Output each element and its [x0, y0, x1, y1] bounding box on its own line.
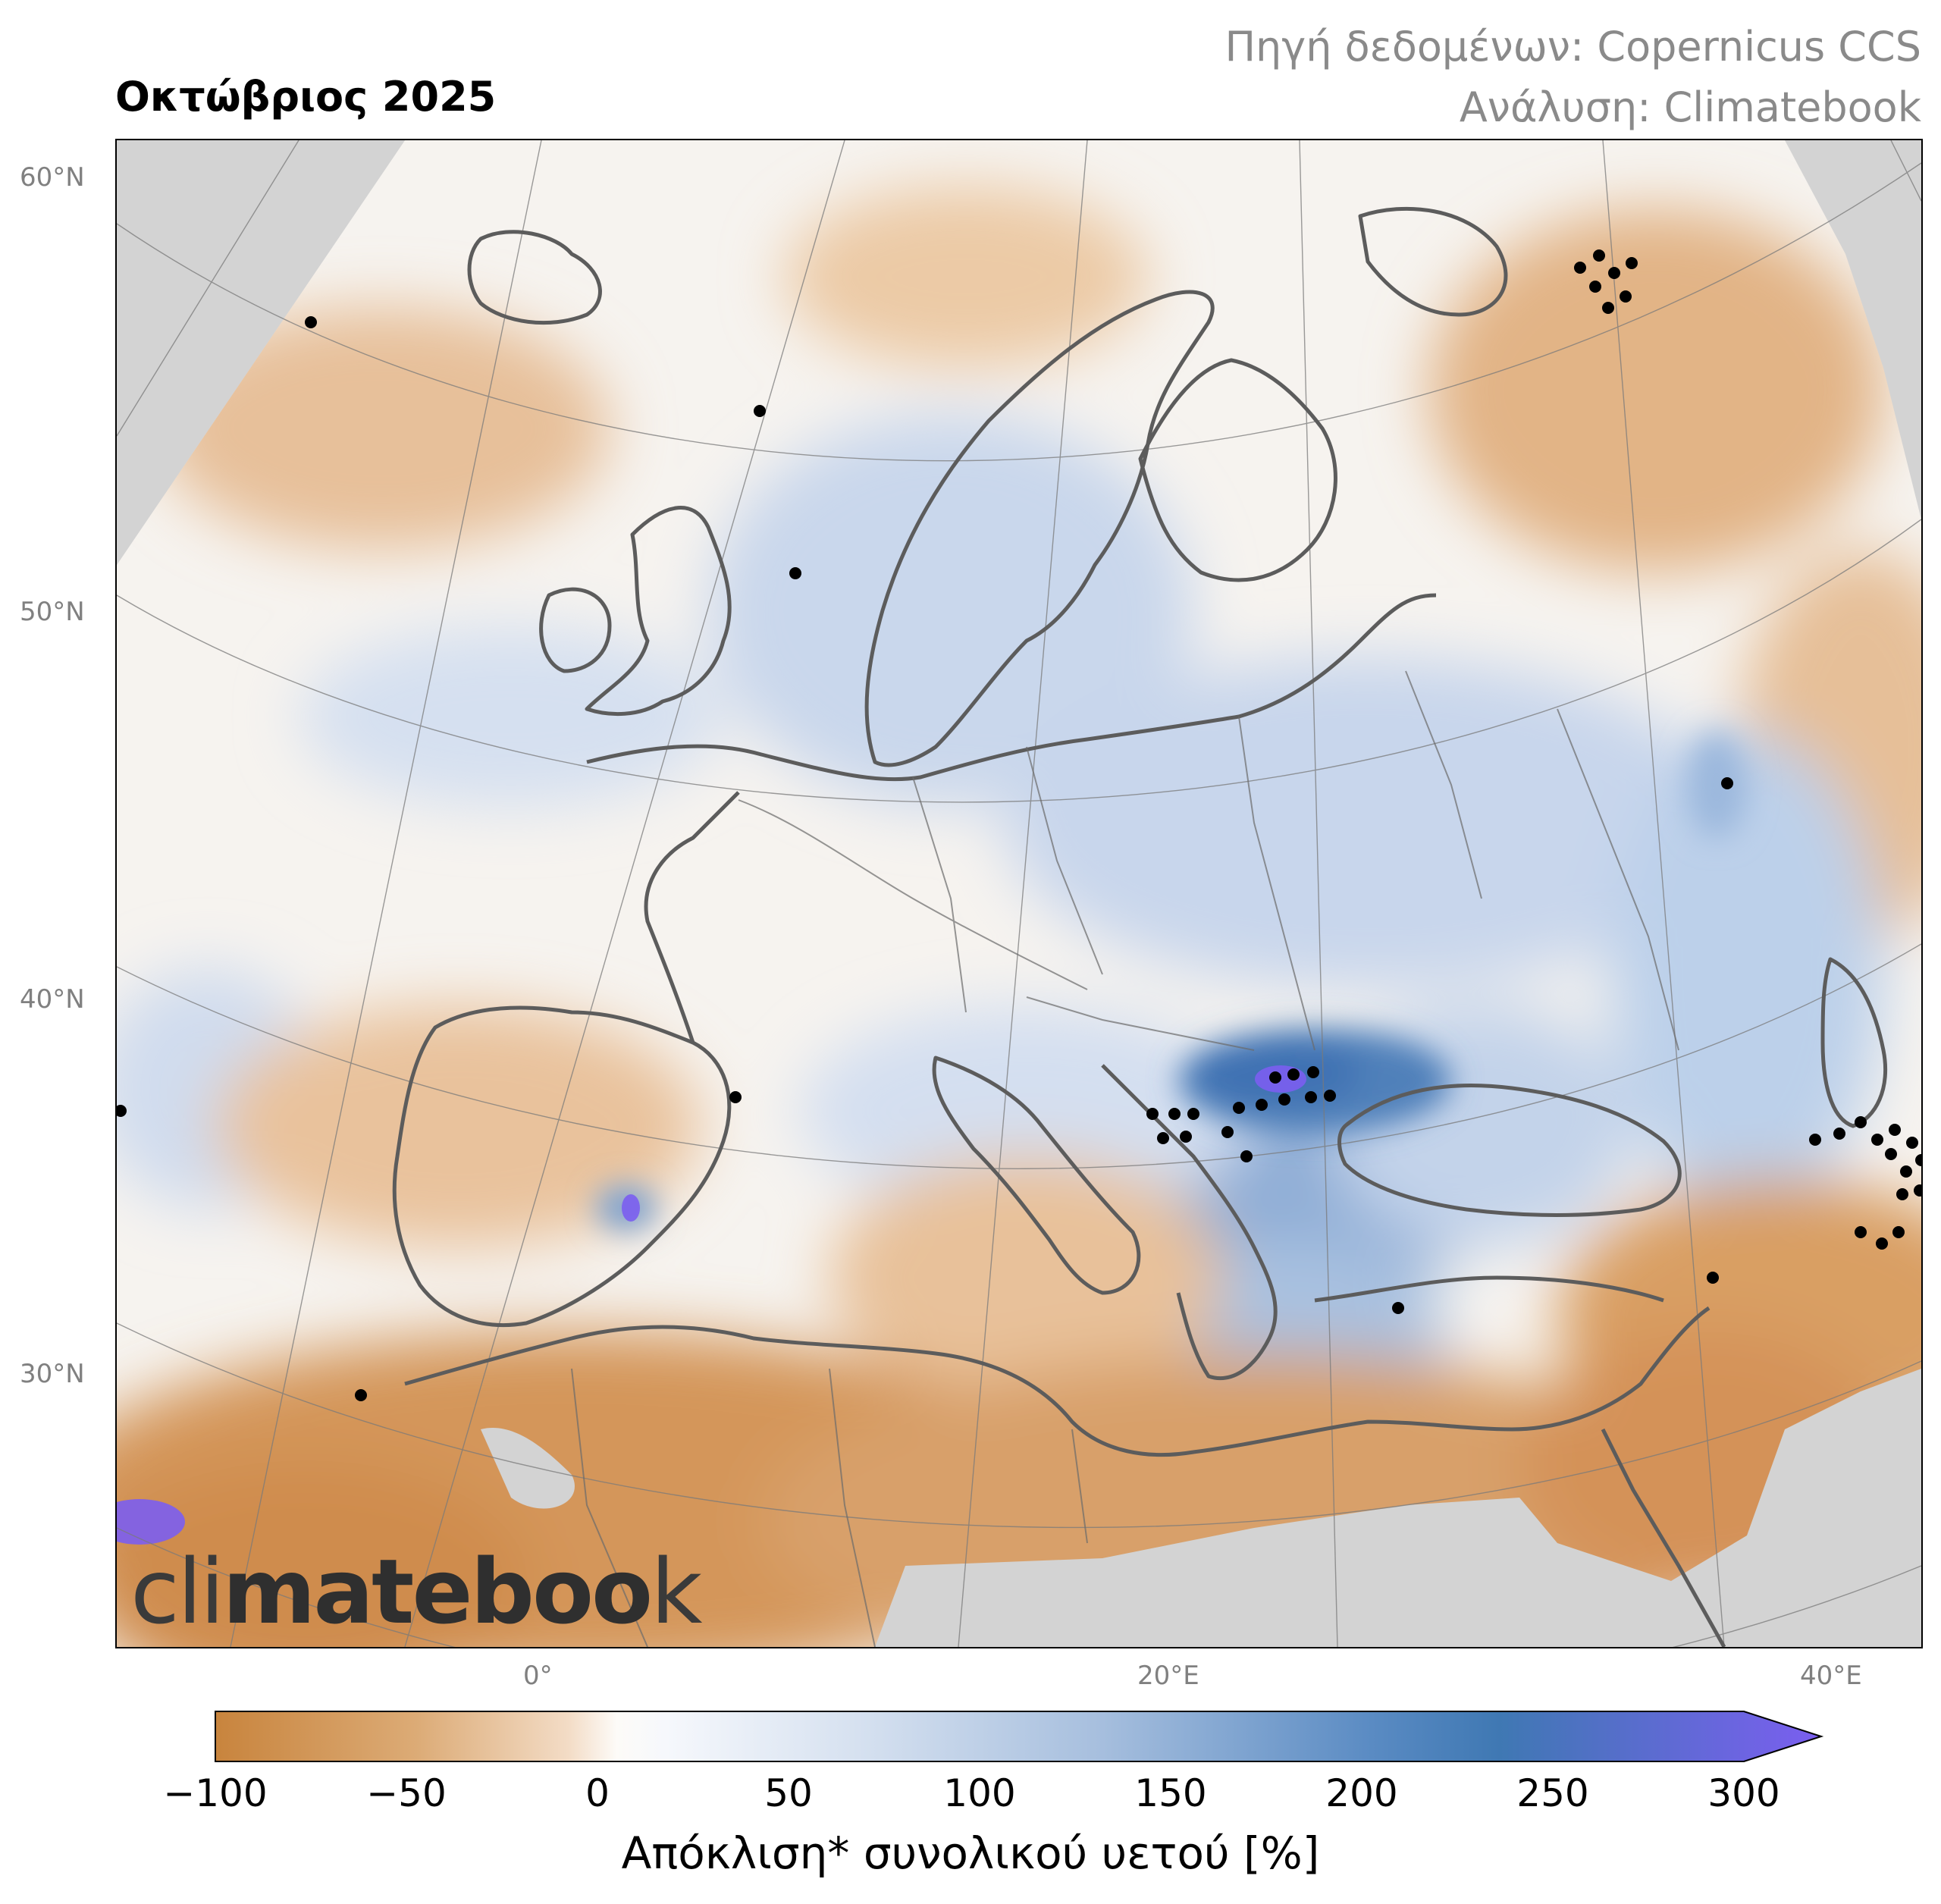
- precipitation-anomaly-map: [115, 139, 1923, 1648]
- anomaly-field: [117, 140, 1921, 1647]
- lat-label-30n: 30°N: [20, 1359, 85, 1389]
- colorbar-tick: 50: [764, 1771, 813, 1815]
- source-line-data: Πηγή δεδομένων: Copernicus CCS: [1224, 23, 1921, 71]
- significance-dots: [117, 249, 1921, 1401]
- no-data-region: [875, 1369, 1921, 1647]
- colorbar-tick: −50: [366, 1771, 447, 1815]
- lat-label-60n: 60°N: [20, 162, 85, 193]
- climatebook-logo: climatebook: [130, 1539, 702, 1644]
- colorbar-tick: 200: [1325, 1771, 1398, 1815]
- colorbar-tick: 250: [1516, 1771, 1589, 1815]
- map-title: Οκτώβριος 2025: [115, 73, 497, 121]
- coastlines: [392, 206, 1888, 1647]
- colorbar-tick: 300: [1707, 1771, 1780, 1815]
- extreme-wet-spot: [117, 1499, 185, 1545]
- lat-label-40n: 40°N: [20, 984, 85, 1015]
- data-source: Πηγή δεδομένων: Copernicus CCS Ανάλυση: …: [1224, 17, 1921, 138]
- lat-label-50n: 50°N: [20, 597, 85, 627]
- country-borders: [571, 670, 1679, 1647]
- colorbar-label: Απόκλιση* συνολικού υετού [%]: [621, 1827, 1320, 1879]
- colorbar-tick: 150: [1134, 1771, 1207, 1815]
- colorbar: [215, 1711, 1824, 1762]
- lon-label-20e: 20°E: [1137, 1661, 1199, 1691]
- source-line-analysis: Ανάλυση: Climatebook: [1459, 83, 1921, 131]
- lon-label-40e: 40°E: [1800, 1661, 1862, 1691]
- lon-label-0: 0°: [523, 1661, 553, 1691]
- no-data-region: [1785, 140, 1921, 519]
- graticule: [117, 140, 1921, 1647]
- colorbar-tick: 0: [585, 1771, 610, 1815]
- map-canvas: [117, 140, 1921, 1647]
- colorbar-tick: 100: [943, 1771, 1016, 1815]
- extreme-wet-spot: [622, 1194, 640, 1222]
- colorbar-tick: −100: [163, 1771, 268, 1815]
